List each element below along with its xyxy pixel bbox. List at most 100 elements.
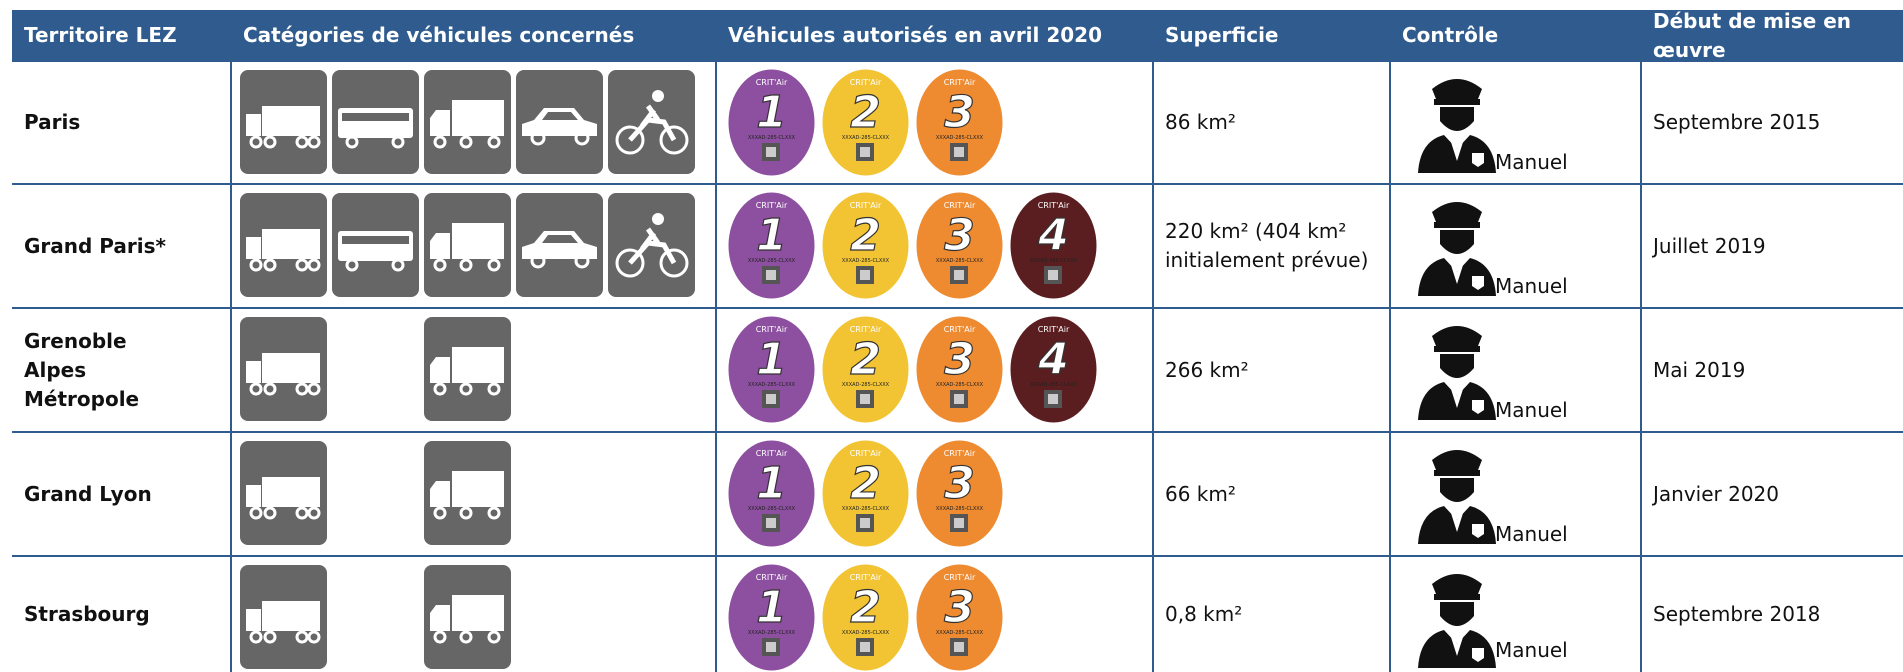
shape [433, 630, 447, 644]
vehicle-icon [240, 317, 327, 421]
shape [954, 270, 964, 280]
vehicle-icon [240, 193, 327, 297]
shape [1048, 270, 1058, 280]
sticker-code: XXXAD-285-CLXXX [842, 630, 890, 636]
shape [822, 192, 909, 299]
sticker-brand: CRIT'Air [850, 449, 882, 458]
shape [1472, 648, 1484, 662]
shape [530, 130, 546, 146]
vehicle-icon [240, 565, 327, 669]
shape [1472, 153, 1484, 167]
start: Mai 2019 [1653, 357, 1746, 382]
shape [307, 630, 321, 644]
shape [728, 316, 815, 423]
vehicle-icon [516, 193, 603, 297]
sticker-code: XXXAD-285-CLXXX [936, 382, 984, 388]
sticker-code: XXXAD-285-CLXXX [842, 135, 890, 141]
sticker-number: 3 [944, 210, 975, 261]
shape [916, 316, 1003, 423]
sticker-code: XXXAD-285-CLXXX [842, 506, 890, 512]
sticker-number: 2 [850, 334, 881, 385]
shape [766, 147, 776, 157]
police-icon [1418, 202, 1496, 296]
shape [574, 253, 590, 269]
shape [1010, 316, 1097, 423]
shape [246, 361, 261, 383]
shape [487, 258, 501, 272]
start: Juillet 2019 [1653, 233, 1766, 258]
shape [1472, 524, 1484, 538]
vehicle-icon [608, 193, 695, 297]
header-cell: Territoire LEZ [12, 10, 231, 61]
shape [246, 237, 261, 259]
shape [954, 394, 964, 404]
shape [1450, 510, 1464, 532]
shape [766, 270, 776, 280]
start: Septembre 2015 [1653, 110, 1821, 134]
shape [1440, 478, 1474, 502]
sticker-number: 3 [944, 458, 975, 509]
sticker-code: XXXAD-285-CLXXX [842, 382, 890, 388]
shape [307, 382, 321, 396]
shape [954, 147, 964, 157]
shape [433, 506, 447, 520]
row-border [12, 183, 1903, 185]
shape [338, 108, 413, 138]
shape [487, 506, 501, 520]
sticker-brand: CRIT'Air [850, 573, 882, 582]
shape [262, 106, 320, 136]
shape [822, 564, 909, 671]
shape [628, 227, 677, 265]
sticker-brand: CRIT'Air [944, 78, 976, 87]
sticker-number: 4 [1037, 334, 1069, 385]
shape [860, 394, 870, 404]
shape [822, 69, 909, 176]
sticker-brand: CRIT'Air [756, 325, 788, 334]
sticker-number: 3 [944, 334, 975, 385]
shape [430, 110, 450, 136]
shape [916, 564, 1003, 671]
shape [459, 506, 473, 520]
shape [307, 258, 321, 272]
shape [822, 440, 909, 547]
shape [860, 147, 870, 157]
row-border [12, 307, 1903, 309]
shape [452, 223, 504, 259]
shape [487, 135, 501, 149]
shape [1432, 450, 1482, 470]
sticker-brand: CRIT'Air [944, 201, 976, 210]
sticker-brand: CRIT'Air [1038, 325, 1070, 334]
shape [1440, 107, 1474, 131]
column-border [1389, 61, 1391, 672]
vehicle-icon [424, 193, 511, 297]
sticker-brand: CRIT'Air [756, 573, 788, 582]
shape [530, 253, 546, 269]
shape [246, 609, 261, 631]
shape [916, 69, 1003, 176]
shape [1472, 400, 1484, 414]
shape [430, 357, 450, 383]
shape [728, 69, 815, 176]
sticker-brand: CRIT'Air [944, 449, 976, 458]
shape [1450, 139, 1464, 161]
shape [1440, 602, 1474, 626]
police-icon [1418, 450, 1496, 544]
area: 86 km² [1165, 110, 1236, 134]
shape [522, 231, 597, 259]
police-icon [1418, 574, 1496, 668]
shape [249, 258, 263, 272]
start: Janvier 2020 [1653, 481, 1780, 506]
shape [459, 135, 473, 149]
shape [433, 135, 447, 149]
sticker-number: 2 [850, 582, 881, 633]
shape [628, 104, 677, 142]
territory: Grand Paris* [24, 233, 166, 258]
